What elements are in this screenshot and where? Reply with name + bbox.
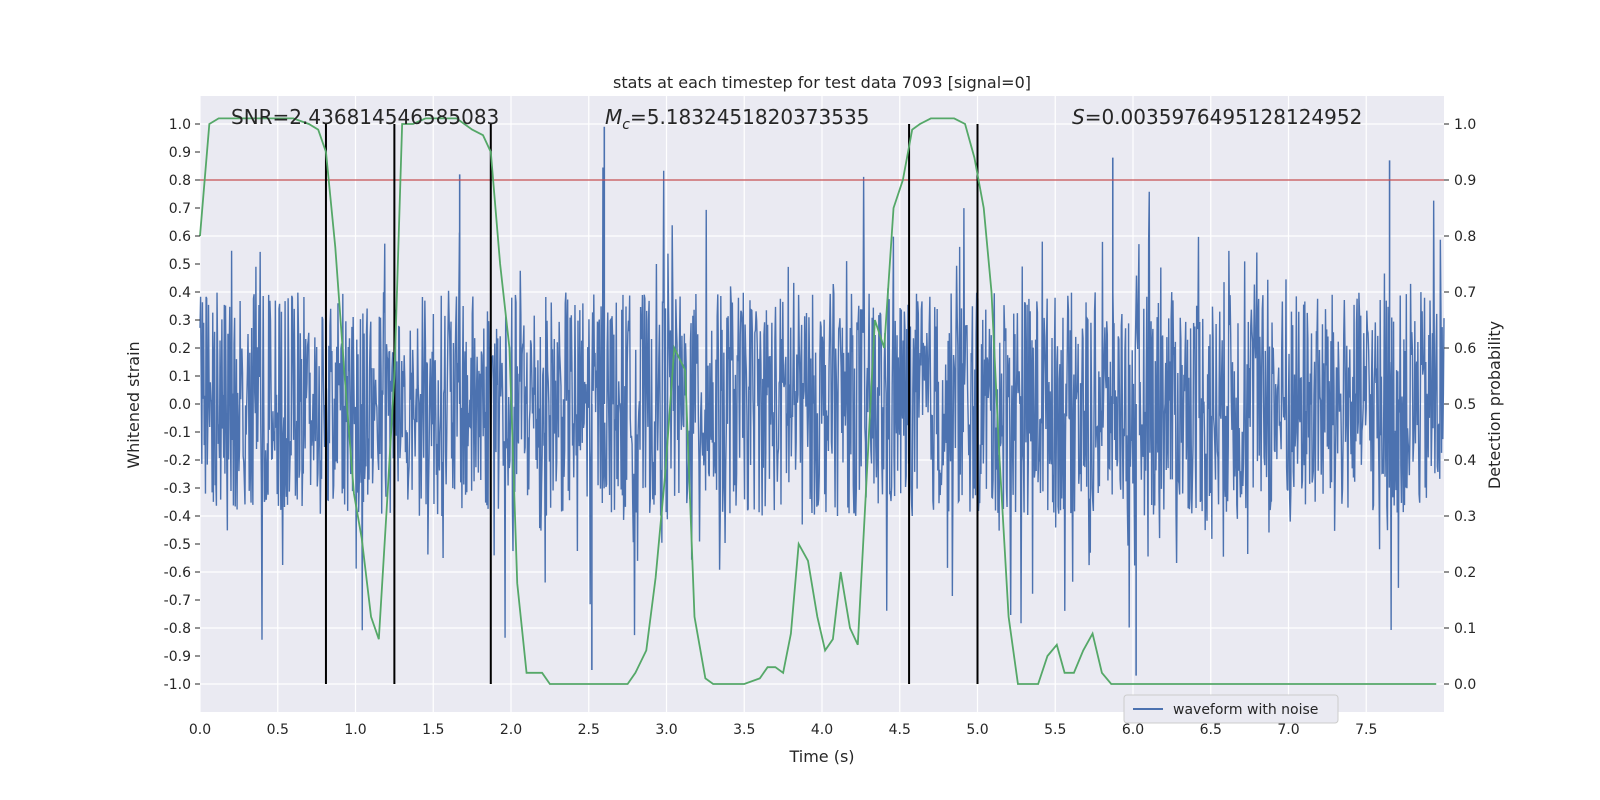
y-right-axis-label: Detection probability: [1485, 321, 1504, 489]
y-left-tick-label: 0.0: [169, 397, 191, 413]
y-left-tick-label: -0.9: [164, 649, 191, 665]
detection-probability-line: [199, 117, 1437, 685]
chirp-mass-annotation: Mc=5.1832451820373535: [605, 105, 869, 133]
y-left-tick-label: 0.1: [169, 369, 191, 385]
y-left-tick-label: 0.4: [169, 285, 191, 301]
y-left-tick-label: 0.2: [169, 341, 191, 357]
x-tick-label: 3.5: [733, 722, 755, 738]
y-left-tick-label: -0.5: [164, 537, 191, 553]
y-left-axis-label: Whitened strain: [124, 341, 143, 468]
y-right-tick-label: 0.9: [1454, 173, 1476, 189]
y-right-tick-label: 0.1: [1454, 621, 1476, 637]
y-left-tick-label: 1.0: [169, 117, 191, 133]
x-tick-label: 0.5: [267, 722, 289, 738]
legend-box: [1123, 694, 1339, 724]
chirp-mass-symbol: M: [605, 105, 622, 129]
y-left-tick-label: -0.2: [164, 453, 191, 469]
x-tick-label: 7.0: [1277, 722, 1299, 738]
y-left-tick-label: 0.6: [169, 229, 191, 245]
x-tick-label: 4.0: [811, 722, 833, 738]
x-tick-label: 5.5: [1044, 722, 1066, 738]
y-left-tick-label: -0.4: [164, 509, 191, 525]
x-axis-ticks: 0.0 0.5 1.0 1.5 2.0 2.5 3.0 3.5 4.0 4.5 5.0 5.5 6.0 6…: [189, 722, 1378, 738]
s-symbol: S: [1072, 105, 1085, 129]
y-right-tick-label: 0.7: [1454, 285, 1476, 301]
y-left-tick-label: 0.5: [169, 257, 191, 273]
snr-annotation: SNR=2.436814546585083: [231, 105, 499, 129]
x-tick-label: 6.5: [1200, 722, 1222, 738]
x-tick-label: 1.0: [344, 722, 366, 738]
x-tick-label: 2.5: [578, 722, 600, 738]
x-tick-label: 4.5: [889, 722, 911, 738]
x-tick-label: 7.5: [1355, 722, 1377, 738]
y-left-tick-label: -1.0: [164, 677, 191, 693]
y-right-tick-label: 0.5: [1454, 397, 1476, 413]
y-right-axis-ticks: 1.0 0.9 0.8 0.7 0.6 0.5 0.4 0.3 0.2 0.1 0.0: [1444, 117, 1476, 693]
chirp-mass-value: =5.1832451820373535: [630, 105, 869, 129]
y-left-tick-label: -0.3: [164, 481, 191, 497]
y-right-tick-label: 0.3: [1454, 509, 1476, 525]
y-right-tick-label: 1.0: [1454, 117, 1476, 133]
s-value: =0.0035976495128124952: [1085, 105, 1363, 129]
legend-label: waveform with noise: [1173, 702, 1318, 718]
y-left-tick-label: -0.1: [164, 425, 191, 441]
y-left-tick-label: 0.9: [169, 145, 191, 161]
legend: waveform with noise: [1123, 694, 1339, 724]
vertical-markers: [324, 124, 979, 684]
y-left-tick-label: 0.7: [169, 201, 191, 217]
x-tick-label: 6.0: [1122, 722, 1144, 738]
strain-waveform: [199, 126, 1445, 676]
detection-probability-series: [199, 117, 1437, 685]
x-tick-label: 2.0: [500, 722, 522, 738]
y-left-tick-label: -0.6: [164, 565, 191, 581]
y-left-tick-label: 0.3: [169, 313, 191, 329]
x-axis-label: Time (s): [788, 747, 854, 766]
s-annotation: S=0.0035976495128124952: [1072, 105, 1362, 129]
y-right-tick-label: 0.4: [1454, 453, 1476, 469]
y-right-tick-label: 0.2: [1454, 565, 1476, 581]
y-right-tick-label: 0.6: [1454, 341, 1476, 357]
x-tick-label: 5.0: [966, 722, 988, 738]
x-tick-label: 1.5: [422, 722, 444, 738]
chart-title: stats at each timestep for test data 709…: [613, 73, 1031, 92]
chirp-mass-subscript: c: [622, 117, 630, 133]
x-tick-label: 0.0: [189, 722, 211, 738]
y-left-tick-label: -0.8: [164, 621, 191, 637]
y-right-tick-label: 0.8: [1454, 229, 1476, 245]
y-left-axis-ticks: 1.0 0.9 0.8 0.7 0.6 0.5 0.4 0.3 0.2 0.1 0.0 -0.1 -0.…: [164, 117, 200, 693]
y-right-tick-label: 0.0: [1454, 677, 1476, 693]
x-tick-label: 3.0: [655, 722, 677, 738]
waveform-with-noise-line: [199, 167, 1445, 640]
y-left-tick-label: 0.8: [169, 173, 191, 189]
y-left-tick-label: -0.7: [164, 593, 191, 609]
